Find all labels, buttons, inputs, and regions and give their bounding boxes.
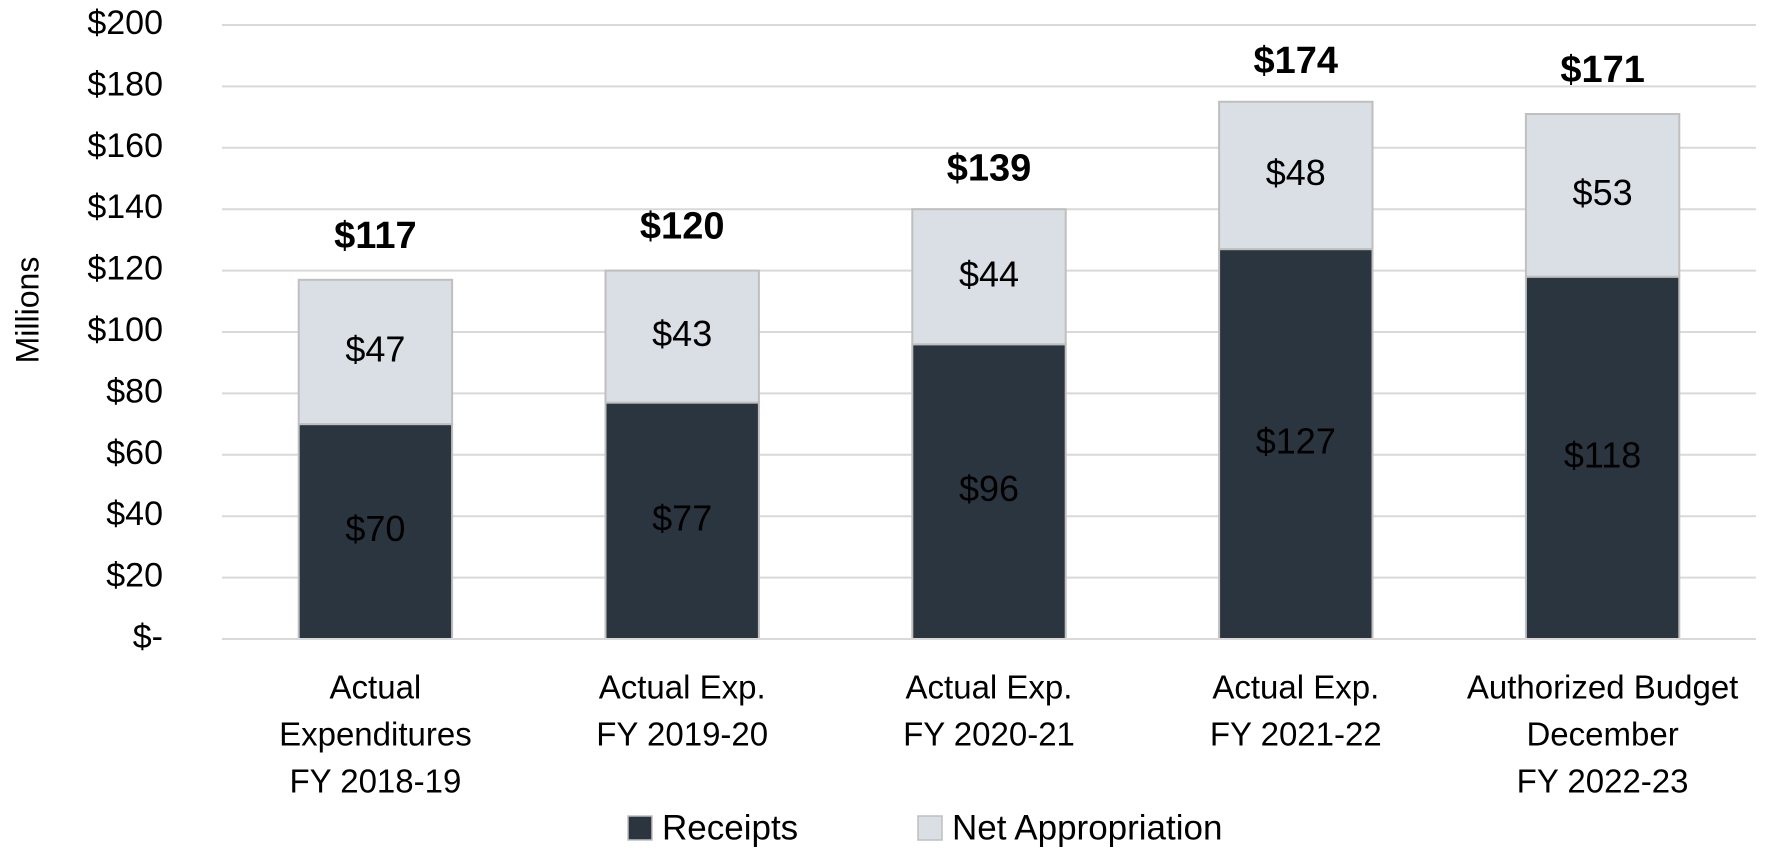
bar-segment	[911, 343, 1067, 640]
y-tick-label: $20	[106, 557, 163, 595]
x-tick-label: Actual	[330, 669, 422, 706]
legend-swatch	[917, 815, 943, 841]
x-tick-label: Actual Exp.	[1212, 669, 1379, 706]
total-label: $120	[640, 206, 725, 248]
bar-segment	[604, 269, 760, 404]
data-label: $127	[1256, 421, 1336, 462]
total-label: $171	[1560, 49, 1645, 91]
x-tick-label: Authorized Budget	[1467, 669, 1739, 706]
y-tick-label: $180	[87, 65, 163, 103]
legend-label: Net Appropriation	[952, 808, 1222, 847]
y-tick-label: $140	[87, 188, 163, 226]
legend-swatch	[627, 815, 653, 841]
bar-segment	[1524, 113, 1681, 278]
bar-segment	[297, 423, 454, 640]
total-label: $174	[1254, 40, 1339, 82]
y-tick-label: $60	[106, 434, 163, 472]
y-tick-label: $80	[106, 372, 163, 410]
data-label: $96	[959, 468, 1019, 509]
bar-segment	[1524, 275, 1681, 640]
total-label: $117	[334, 215, 416, 257]
x-tick-label: FY 2019-20	[596, 716, 768, 753]
x-tick-label: Expenditures	[279, 716, 472, 753]
y-axis-label: Millions	[9, 257, 45, 364]
bar-segment	[911, 208, 1067, 346]
data-label: $70	[345, 508, 405, 549]
bar-segment	[1218, 248, 1374, 641]
bar-segment	[1218, 100, 1374, 251]
total-label: $139	[947, 147, 1032, 189]
data-label: $47	[345, 328, 405, 369]
x-tick-label: FY 2021-22	[1210, 716, 1382, 753]
data-label: $118	[1564, 434, 1641, 475]
x-tick-label: December	[1526, 716, 1678, 753]
bar-segment	[297, 278, 454, 426]
x-tick-label: Actual Exp.	[906, 669, 1073, 706]
y-tick-label: $120	[87, 250, 163, 288]
data-label: $53	[1573, 172, 1633, 213]
x-tick-label: FY 2018-19	[289, 763, 461, 800]
bar-segment	[604, 401, 760, 640]
data-label: $44	[959, 253, 1019, 294]
data-label: $77	[652, 497, 712, 538]
y-tick-label: $-	[133, 618, 163, 656]
y-tick-label: $100	[87, 311, 163, 349]
y-tick-label: $160	[87, 127, 163, 165]
x-tick-label: Actual Exp.	[599, 669, 766, 706]
y-tick-label: $200	[87, 4, 163, 42]
data-label: $43	[652, 313, 712, 354]
data-label: $48	[1266, 152, 1326, 193]
x-tick-label: FY 2020-21	[903, 716, 1075, 753]
legend-label: Receipts	[662, 808, 798, 847]
y-tick-label: $40	[106, 495, 163, 533]
x-tick-label: FY 2022-23	[1517, 763, 1689, 800]
